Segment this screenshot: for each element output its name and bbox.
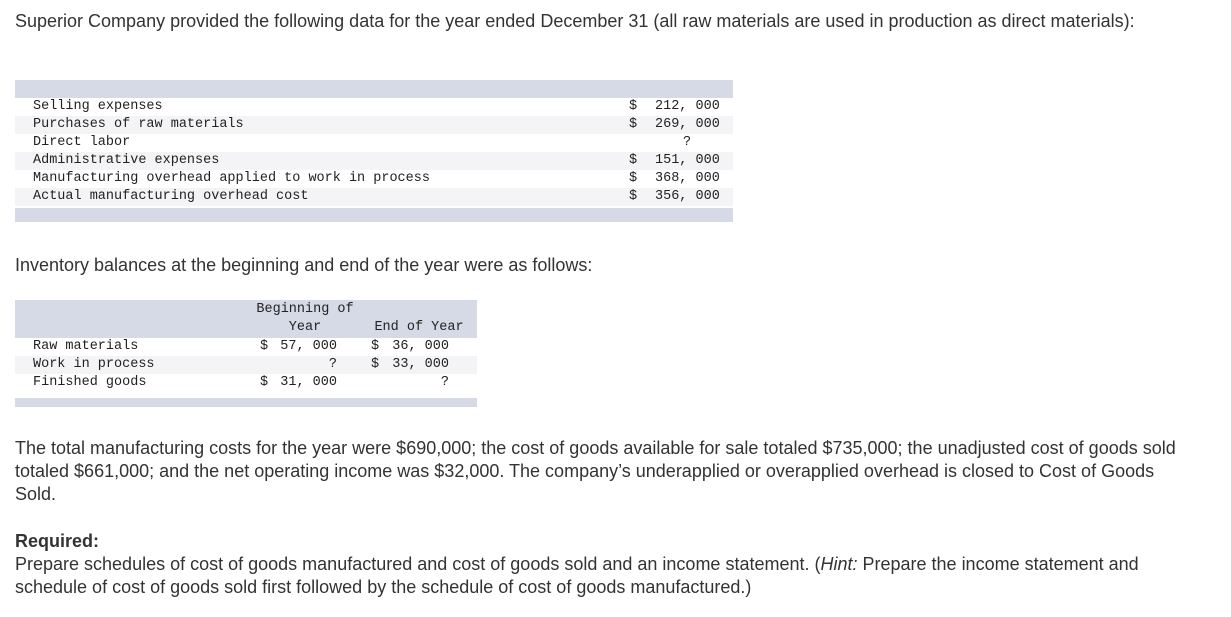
dollar-sign: $ [371, 339, 380, 354]
intro-paragraph: Superior Company provided the following … [15, 11, 1135, 31]
row-amount: 151, 000 [655, 153, 720, 168]
row-label: Work in process [33, 357, 155, 372]
row-label: Manufacturing overhead applied to work i… [33, 171, 430, 186]
inventory-intro-paragraph: Inventory balances at the beginning and … [15, 255, 593, 275]
dollar-sign: $ [629, 153, 638, 168]
row-label: Direct labor [33, 135, 131, 150]
row-label: Raw materials [33, 339, 139, 354]
row-label: Administrative expenses [33, 153, 220, 168]
end-amount: 33, 000 [392, 357, 449, 372]
table-row: Selling expenses $ 212, 000 [15, 98, 733, 116]
beginning-amount: ? [328, 357, 337, 372]
expense-data-table: Selling expenses $ 212, 000 Purchases of… [15, 80, 733, 222]
dollar-sign: $ [629, 117, 638, 132]
row-amount: 212, 000 [655, 99, 720, 114]
row-amount: 269, 000 [655, 117, 720, 132]
totals-paragraph: The total manufacturing costs for the ye… [15, 438, 1176, 504]
dollar-sign: $ [371, 357, 380, 372]
required-text-part2: Prepare the income statement and schedul… [15, 554, 1139, 597]
hint-label: Hint: [820, 554, 858, 574]
table-row: Finished goods $ 31, 000 ? [15, 374, 477, 392]
dollar-sign: $ [629, 99, 638, 114]
required-instructions: Prepare schedules of cost of goods manuf… [15, 553, 1205, 599]
table-row: Raw materials $ 57, 000 $ 36, 000 [15, 338, 477, 356]
row-label: Purchases of raw materials [33, 117, 244, 132]
inventory-balances-table: Beginning of Year End of Year Raw materi… [15, 300, 477, 407]
row-label: Selling expenses [33, 99, 163, 114]
header-end-of-year: End of Year [374, 320, 464, 335]
dollar-sign: $ [260, 339, 269, 354]
row-amount: ? [682, 135, 692, 150]
row-label: Finished goods [33, 375, 147, 390]
end-amount: ? [440, 375, 449, 390]
end-amount: 36, 000 [392, 339, 449, 354]
table-footer-band [15, 398, 477, 407]
table-header-band: Beginning of Year End of Year [15, 300, 477, 338]
table-row: Direct labor ? [15, 134, 733, 152]
table-header-band [15, 80, 733, 98]
beginning-amount: 31, 000 [280, 375, 337, 390]
dollar-sign: $ [260, 375, 269, 390]
required-text-part1: Prepare schedules of cost of goods manuf… [15, 554, 821, 574]
dollar-sign: $ [629, 171, 638, 186]
table-footer-band [15, 208, 733, 222]
row-label: Actual manufacturing overhead cost [33, 189, 309, 204]
row-amount: 368, 000 [655, 171, 720, 186]
table-row: Manufacturing overhead applied to work i… [15, 170, 733, 188]
row-amount: 356, 000 [655, 189, 720, 204]
required-label: Required: [15, 531, 100, 551]
header-beginning-line1: Beginning of [256, 302, 354, 317]
dollar-sign: $ [629, 189, 638, 204]
header-beginning-line2: Year [288, 320, 322, 335]
table-row: Work in process ? $ 33, 000 [15, 356, 477, 374]
table-row: Actual manufacturing overhead cost $ 356… [15, 188, 733, 206]
table-row: Purchases of raw materials $ 269, 000 [15, 116, 733, 134]
beginning-amount: 57, 000 [280, 339, 337, 354]
table-row: Administrative expenses $ 151, 000 [15, 152, 733, 170]
